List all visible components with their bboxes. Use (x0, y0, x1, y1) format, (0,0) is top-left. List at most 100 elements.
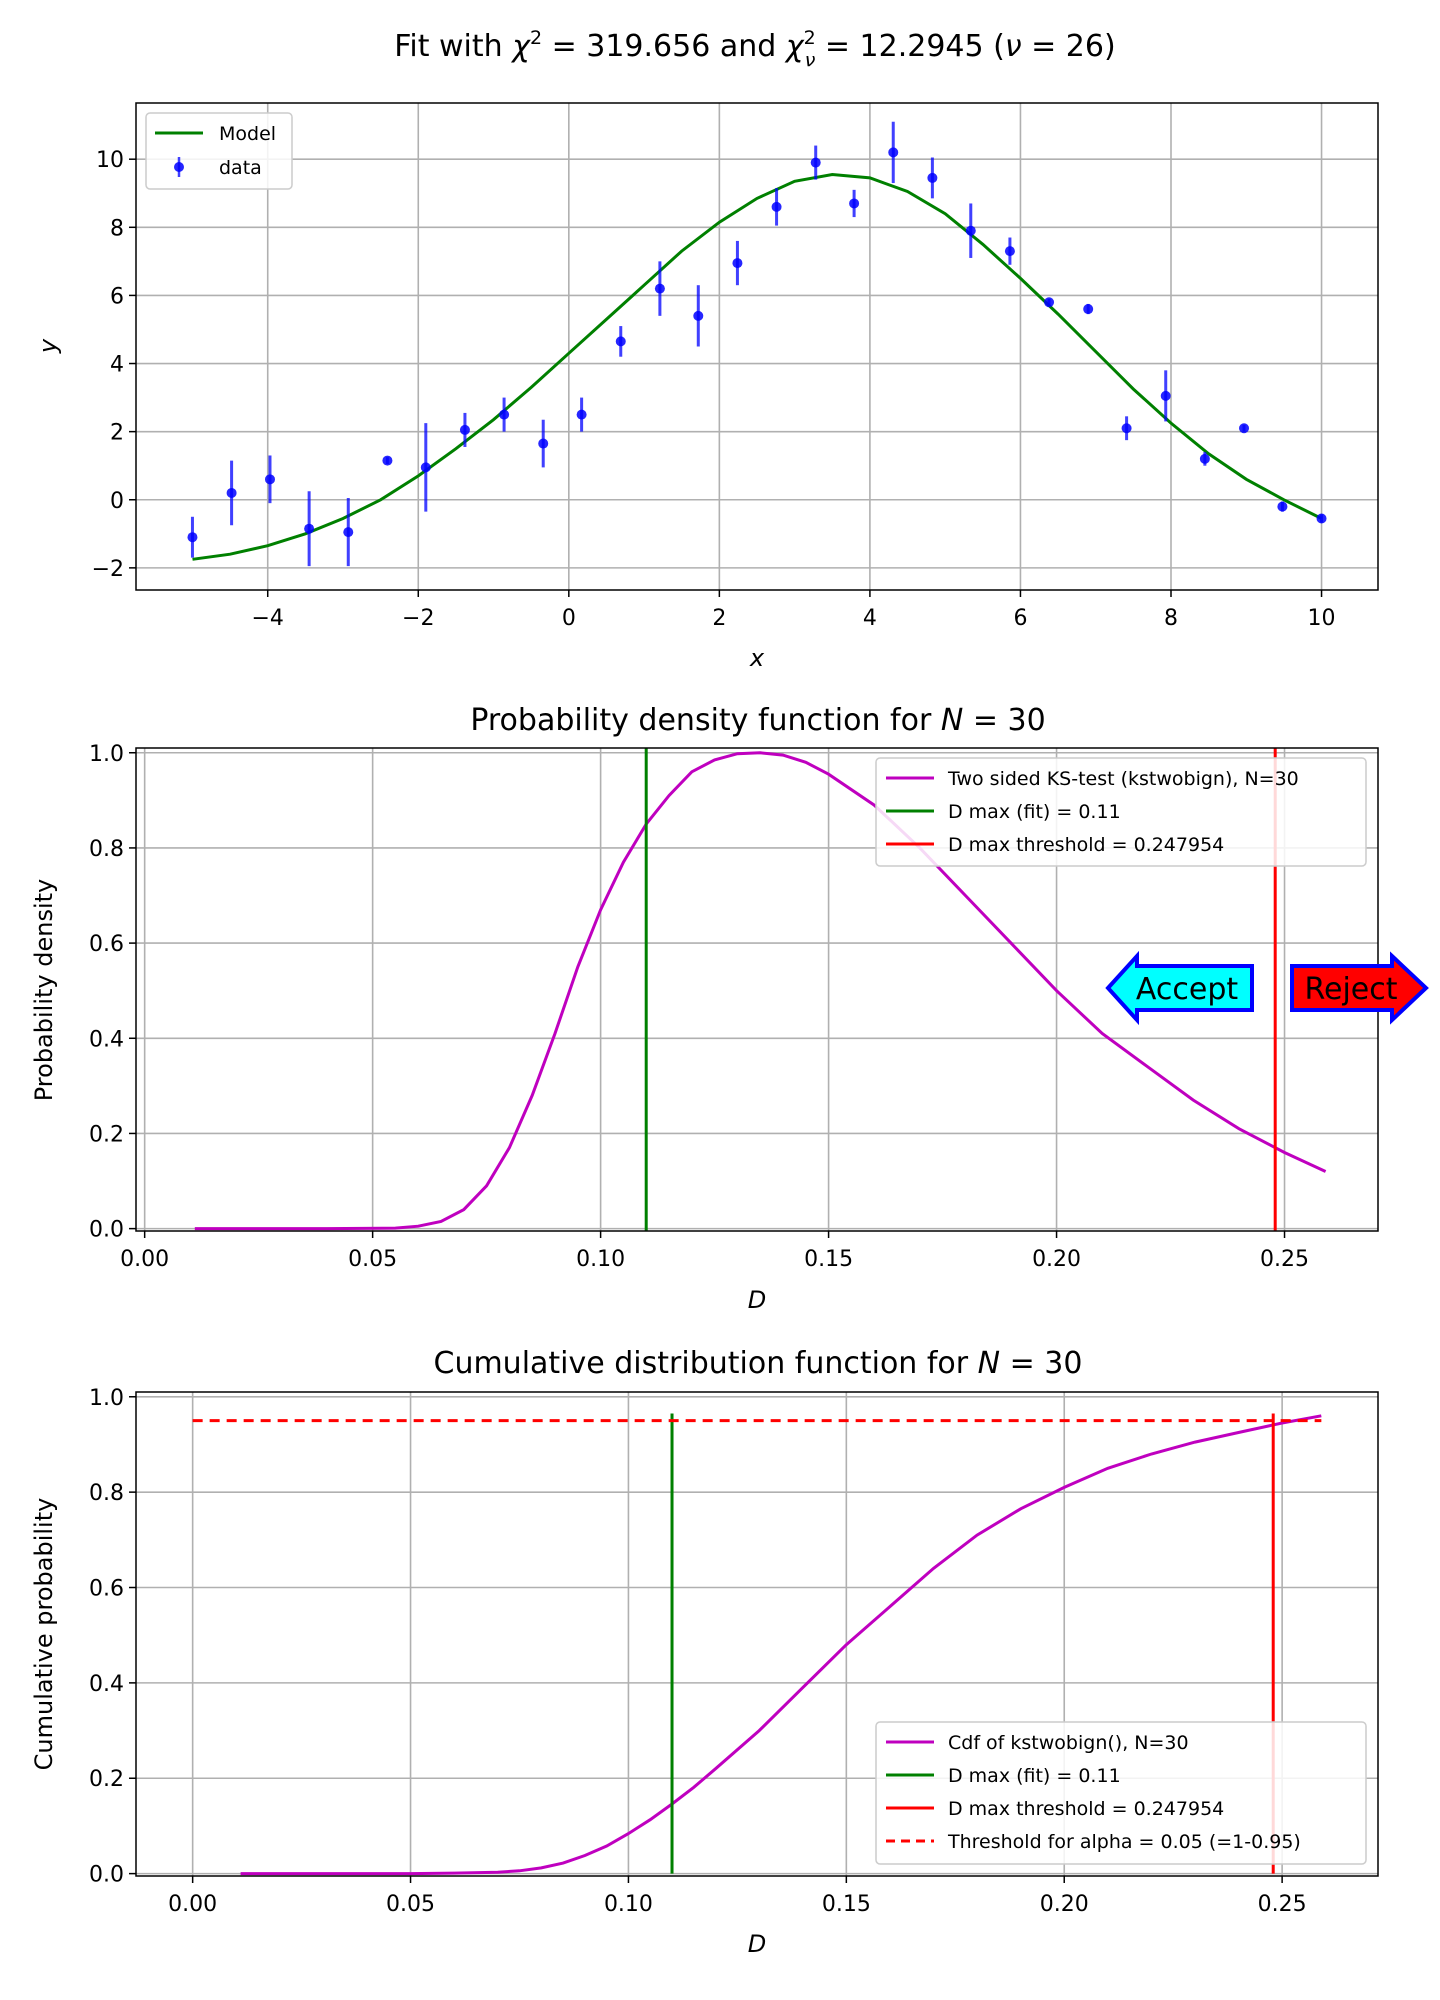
data-point (576, 409, 587, 420)
y-tick-label: 0.4 (89, 1672, 124, 1697)
y-tick-label: 2 (110, 421, 124, 446)
y-tick-label: 8 (110, 216, 124, 241)
data-point (304, 523, 315, 534)
legend-label-dmax-fit: D max (fit) = 0.11 (948, 801, 1121, 823)
accept-label: Accept (1136, 972, 1238, 1007)
data-point (1044, 297, 1055, 308)
model-curve (192, 172, 1323, 561)
pdf-chart-decision-arrows: Accept Reject (1105, 950, 1429, 1026)
data-point (1199, 453, 1210, 464)
data-point (264, 474, 275, 485)
x-tick-label: 0.05 (348, 1247, 397, 1272)
data-point (927, 172, 938, 183)
legend-label-pdf: Two sided KS-test (kstwobign), N=30 (947, 768, 1299, 790)
legend-label-cdf-dmax-threshold: D max threshold = 0.247954 (948, 1798, 1224, 1820)
y-tick-label: 0.2 (89, 1767, 124, 1792)
pdf-chart-y-ticks: 0.0 0.2 0.4 0.6 0.8 1.0 (89, 742, 136, 1243)
data-point (1316, 513, 1327, 524)
x-tick-label: 8 (1164, 606, 1178, 631)
data-point (693, 310, 704, 321)
x-tick-label: 0.15 (822, 1892, 871, 1917)
data-point (343, 527, 354, 538)
reject-arrow (1290, 951, 1429, 1025)
legend-label-dmax-threshold: D max threshold = 0.247954 (948, 834, 1224, 856)
y-tick-label: 6 (110, 284, 124, 309)
y-tick-label: 0 (110, 489, 124, 514)
pdf-chart-x-label: D (748, 1286, 766, 1314)
data-point (226, 487, 237, 498)
data-point (732, 258, 743, 269)
reject-label: Reject (1304, 972, 1397, 1007)
data-point (615, 336, 626, 347)
x-tick-label: 4 (863, 606, 877, 631)
y-tick-label: −2 (92, 557, 124, 582)
data-point (499, 409, 510, 420)
legend-label-alpha-threshold: Threshold for alpha = 0.05 (=1-0.95) (947, 1831, 1301, 1853)
data-point (810, 157, 821, 168)
data-point (420, 462, 431, 473)
x-tick-label: 0.25 (1260, 1247, 1309, 1272)
x-tick-label: 0.25 (1258, 1892, 1307, 1917)
legend-label-data: data (219, 157, 262, 179)
fit-chart-plot-area (187, 121, 1327, 567)
cdf-chart-legend: Cdf of kstwobign(), N=30 D max (fit) = 0… (875, 1721, 1367, 1865)
fit-chart-x-ticks: −4 −2 0 2 4 6 8 10 (252, 590, 1336, 631)
fit-chart-y-label: y (34, 338, 62, 354)
x-tick-label: 0.05 (386, 1892, 435, 1917)
y-tick-label: 10 (96, 148, 124, 173)
x-tick-label: 10 (1308, 606, 1336, 631)
data-point (187, 532, 198, 543)
y-tick-label: 0.6 (89, 932, 124, 957)
cdf-curve (240, 1414, 1322, 1876)
data-point (1160, 390, 1171, 401)
y-tick-label: 0.8 (89, 837, 124, 862)
data-point (1004, 246, 1015, 257)
cdf-chart-title: Cumulative distribution function for N =… (434, 1346, 1083, 1381)
data-point (538, 438, 549, 449)
y-tick-label: 4 (110, 353, 124, 378)
data-point (459, 424, 470, 435)
cdf-chart: Cumulative distribution function for N =… (30, 1346, 1379, 1958)
data-point (965, 225, 976, 236)
pdf-chart: Probability density function for N = 30 … (30, 703, 1429, 1314)
cdf-chart-frame (135, 1391, 1379, 1877)
fit-chart-grid (136, 103, 1378, 590)
data-point (888, 147, 899, 158)
legend-label-cdf: Cdf of kstwobign(), N=30 (948, 1732, 1189, 1754)
y-tick-label: 0.2 (89, 1122, 124, 1147)
data-point (849, 198, 860, 209)
y-tick-label: 0.0 (89, 1863, 124, 1888)
cdf-chart-x-ticks: 0.00 0.05 0.10 0.15 0.20 0.25 (168, 1876, 1307, 1917)
pdf-chart-legend: Two sided KS-test (kstwobign), N=30 D ma… (875, 757, 1367, 867)
y-tick-label: 0.8 (89, 1481, 124, 1506)
x-tick-label: −2 (402, 606, 434, 631)
pdf-chart-title: Probability density function for N = 30 (470, 703, 1045, 738)
data-point (1083, 304, 1094, 315)
fit-chart-legend: Model data (145, 112, 293, 190)
y-tick-label: 0.0 (89, 1218, 124, 1243)
fit-chart-x-label: x (749, 644, 765, 672)
x-tick-label: 2 (712, 606, 726, 631)
pdf-chart-y-label: Probability density (30, 879, 58, 1102)
x-tick-label: 0.15 (804, 1247, 853, 1272)
y-tick-label: 0.6 (89, 1577, 124, 1602)
y-tick-label: 1.0 (89, 1386, 124, 1411)
y-tick-label: 0.4 (89, 1027, 124, 1052)
x-tick-label: 0.10 (576, 1247, 625, 1272)
x-tick-label: 0.20 (1032, 1247, 1081, 1272)
x-tick-label: 0.00 (120, 1247, 169, 1272)
data-point (654, 283, 665, 294)
x-tick-label: −4 (252, 606, 284, 631)
data-point (771, 201, 782, 212)
data-point (382, 455, 393, 466)
pdf-curve (194, 751, 1327, 1231)
accept-arrow (1105, 950, 1254, 1026)
legend-label-cdf-dmax-fit: D max (fit) = 0.11 (948, 1765, 1121, 1787)
fit-chart-frame (135, 102, 1379, 591)
cdf-chart-y-ticks: 0.0 0.2 0.4 0.6 0.8 1.0 (89, 1386, 136, 1888)
pdf-chart-x-ticks: 0.00 0.05 0.10 0.15 0.20 0.25 (120, 1231, 1309, 1272)
cdf-chart-x-label: D (748, 1930, 766, 1958)
legend-swatch-data (174, 162, 184, 172)
x-tick-label: 0 (562, 606, 576, 631)
